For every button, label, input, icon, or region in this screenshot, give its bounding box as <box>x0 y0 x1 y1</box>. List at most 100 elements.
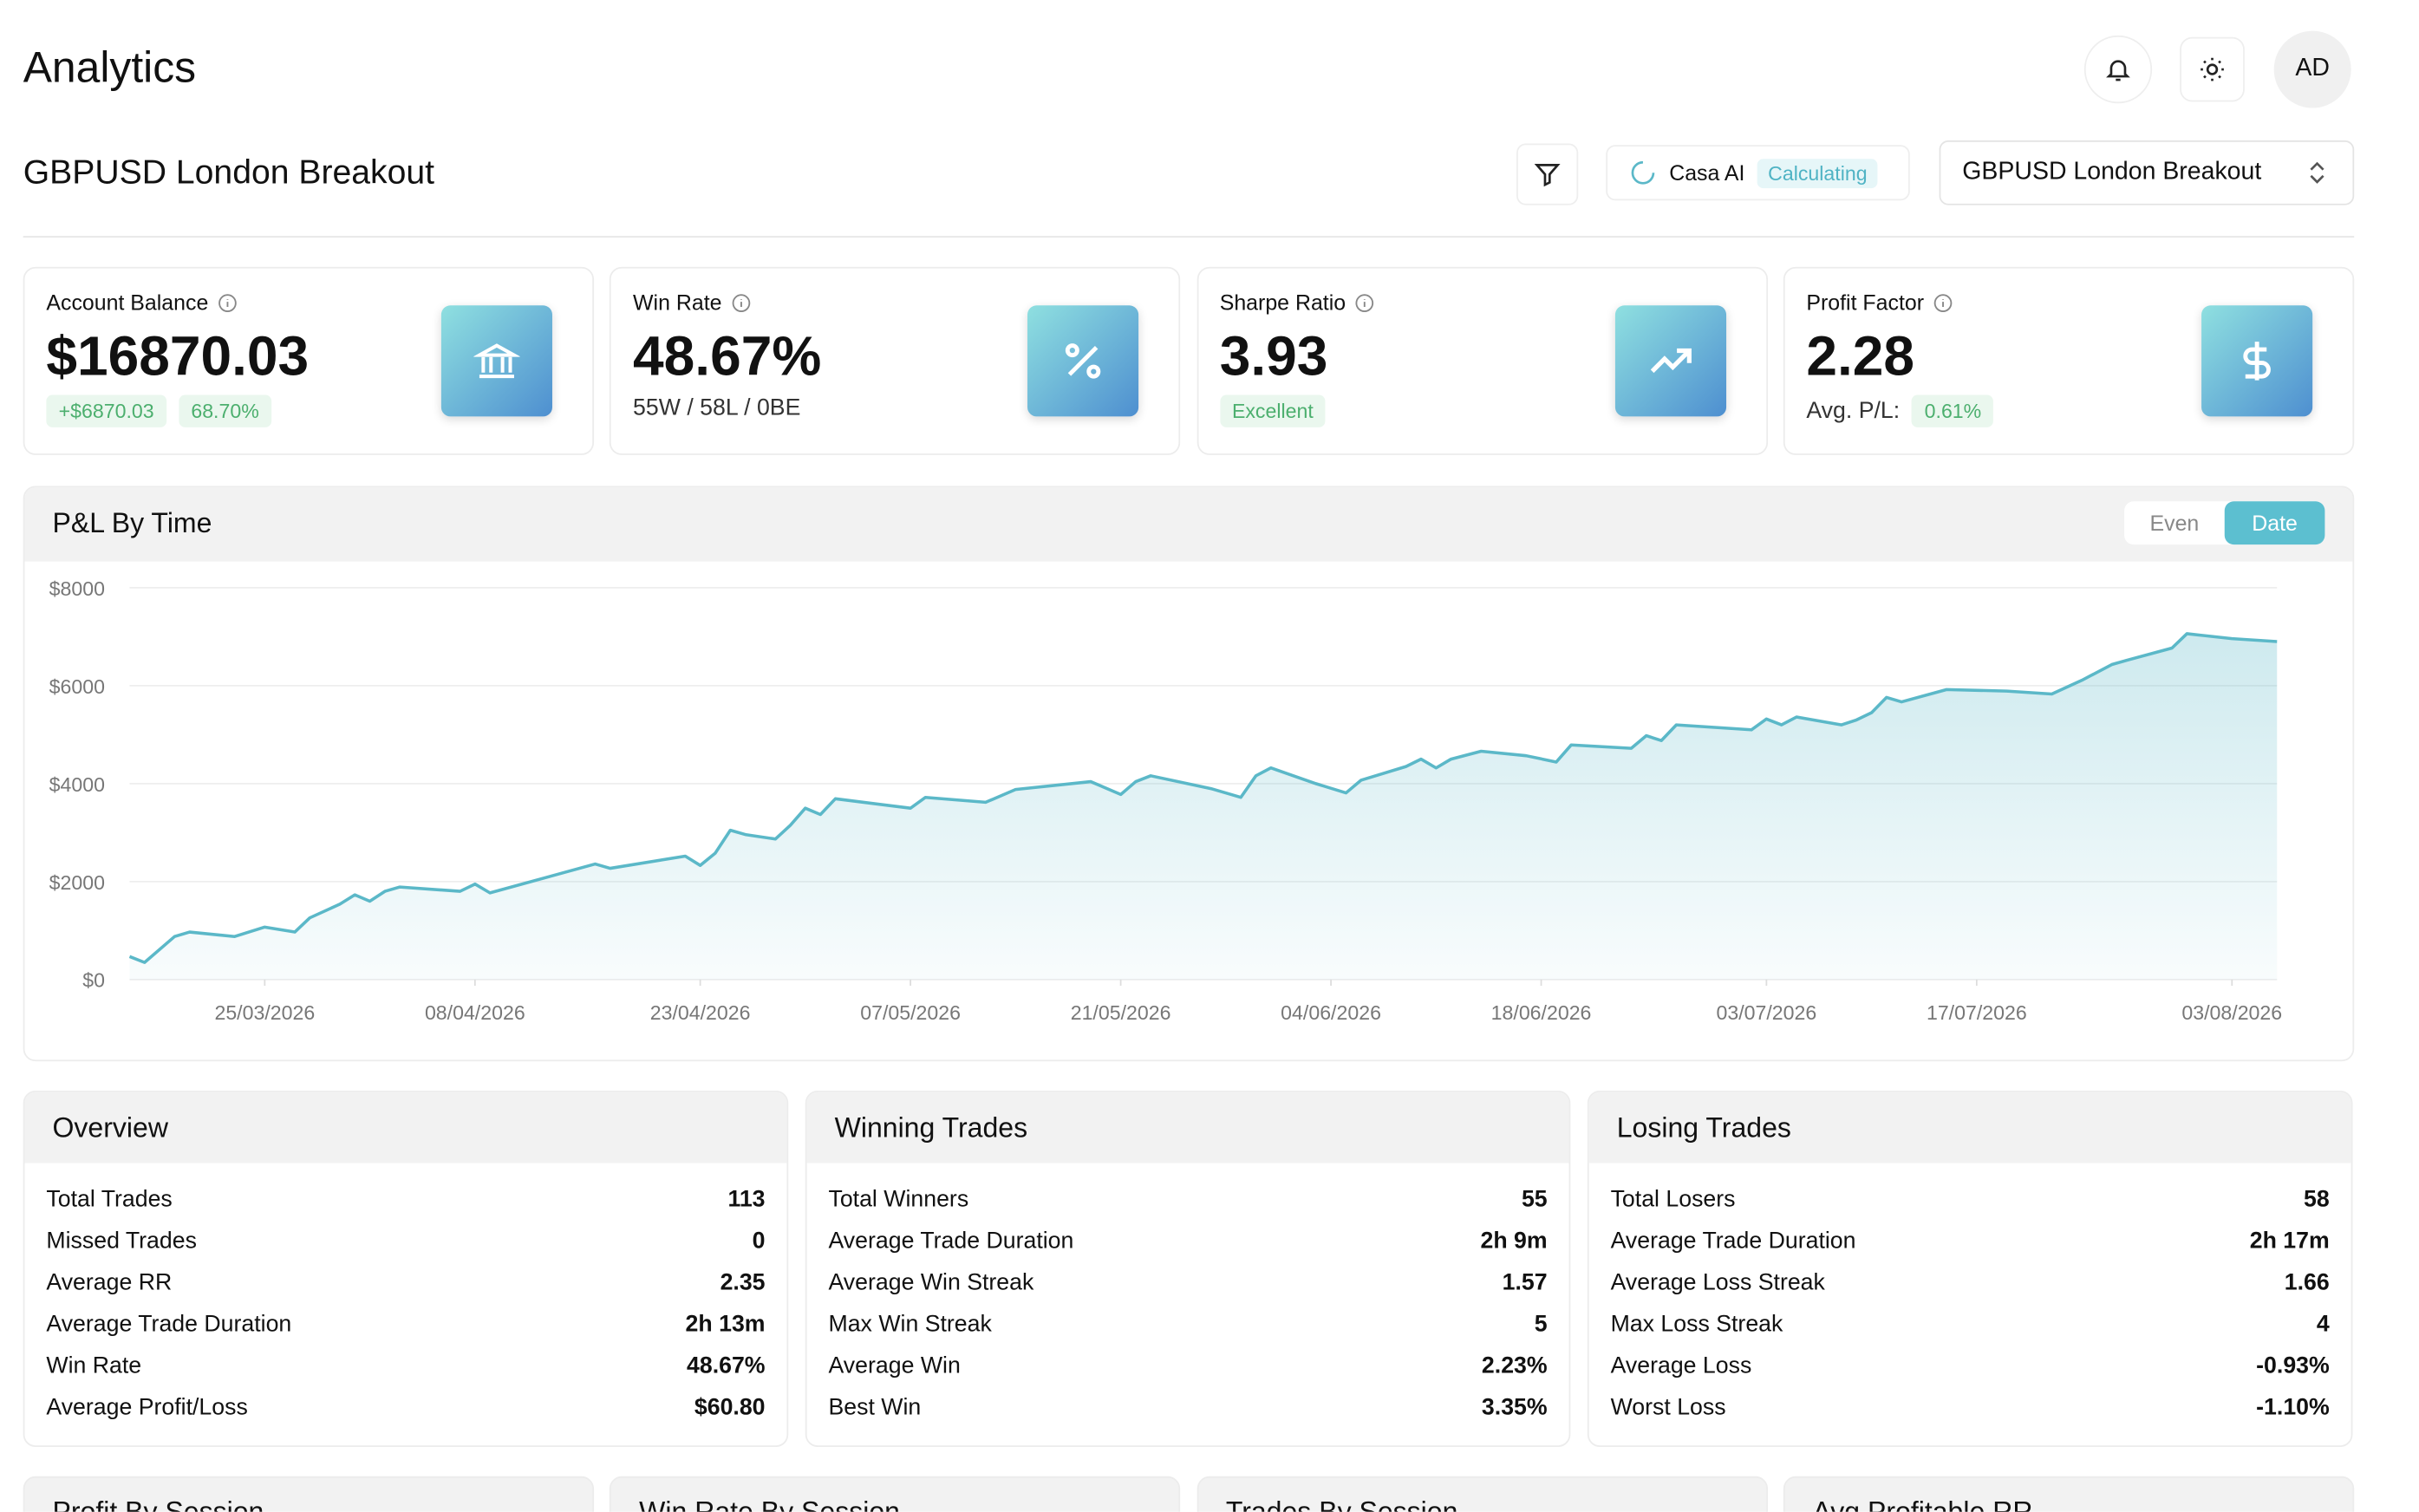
x-tick-label: 23/04/2026 <box>650 1001 751 1024</box>
stat-row: Total Losers 58 <box>1611 1186 2330 1212</box>
chart-card: P&L By Time Even Date $0 $2000 $4000 $6000 $… <box>23 486 2355 1062</box>
stat-value: 2h 9m <box>1480 1228 1548 1255</box>
card-sub: 55W / 58L / 0BE <box>633 394 801 421</box>
stat-label: Average Trade Duration <box>46 1311 292 1338</box>
y-tick-label: $6000 <box>49 675 105 698</box>
stat-row: Worst Loss -1.10% <box>1611 1394 2330 1420</box>
card-label-text: Account Balance <box>46 290 209 315</box>
card-label: Sharpe Ratio <box>1220 290 1375 315</box>
card-label-text: Profit Factor <box>1806 290 1925 315</box>
stat-row: Missed Trades 0 <box>46 1228 765 1254</box>
x-tick-label: 04/06/2026 <box>1281 1001 1381 1024</box>
y-tick-label: $8000 <box>49 577 105 600</box>
pnl-area <box>129 633 2278 980</box>
ai-label: Casa AI <box>1669 160 1745 186</box>
stat-value: 1.66 <box>2284 1269 2330 1296</box>
card-footer: 55W / 58L / 0BE <box>633 395 800 421</box>
stat-label: Average Trade Duration <box>1610 1228 1856 1255</box>
stat-label: Average Loss <box>1610 1352 1752 1379</box>
card-label-text: Win Rate <box>633 290 722 315</box>
bell-button[interactable] <box>2083 35 2153 104</box>
x-tick-label: 03/08/2026 <box>2181 1001 2282 1024</box>
stat-value: 58 <box>2304 1186 2330 1213</box>
stat-row: Max Loss Streak 4 <box>1611 1311 2330 1337</box>
stat-value: 4 <box>2316 1311 2330 1338</box>
x-tick-label: 21/05/2026 <box>1071 1001 1171 1024</box>
stat-row: Average Profit/Loss $60.80 <box>46 1394 765 1420</box>
badge: 0.61% <box>1912 394 1994 427</box>
y-tick-label: $4000 <box>49 773 105 796</box>
stat-label: Best Win <box>828 1394 922 1421</box>
stat-value: 3.35% <box>1481 1394 1548 1421</box>
card-value: 48.67% <box>633 323 822 388</box>
card-value: 3.93 <box>1219 323 1328 388</box>
stat-row: Average Win Streak 1.57 <box>828 1269 1547 1295</box>
stat-label: Average RR <box>46 1269 173 1296</box>
badge: 68.70% <box>179 394 272 427</box>
stat-label: Worst Loss <box>1610 1394 1726 1421</box>
stat-label: Average Profit/Loss <box>46 1394 248 1421</box>
badge: Excellent <box>1219 394 1327 427</box>
card-label: Win Rate <box>633 290 751 315</box>
stat-row: Best Win 3.35% <box>828 1394 1547 1420</box>
x-tick-label: 08/04/2026 <box>425 1001 525 1024</box>
panel-title: Overview <box>24 1092 787 1163</box>
card-value: $16870.03 <box>46 323 310 388</box>
stat-card: Sharpe Ratio 3.93 Excellent <box>1196 266 1768 455</box>
filter-button[interactable] <box>1516 143 1579 205</box>
stat-label: Total Winners <box>828 1186 969 1213</box>
divider <box>23 236 2355 238</box>
avatar[interactable]: AD <box>2273 30 2351 108</box>
stat-value: 1.57 <box>1502 1269 1548 1296</box>
stat-row: Win Rate 48.67% <box>46 1352 765 1378</box>
card-icon <box>1027 305 1139 417</box>
stat-value: 55 <box>1521 1186 1548 1213</box>
toggle-even[interactable]: Even <box>2149 510 2200 536</box>
stat-value: 2.23% <box>1481 1352 1548 1379</box>
panel-title: Winning Trades <box>806 1092 1569 1163</box>
stat-row: Average Trade Duration 2h 9m <box>828 1228 1547 1254</box>
stat-label: Max Loss Streak <box>1610 1311 1783 1338</box>
chart-header <box>24 487 2353 562</box>
stat-value: -1.10% <box>2256 1394 2330 1421</box>
ai-status-badge: Calculating <box>1757 158 1879 188</box>
stat-label: Win Rate <box>46 1352 142 1379</box>
strategy-title: GBPUSD London Breakout <box>23 153 435 192</box>
stats-panel: Winning Trades Total Winners 55 Average Tra… <box>805 1090 1571 1447</box>
stat-label: Average Trade Duration <box>828 1228 1074 1255</box>
chart-title: P&L By Time <box>52 507 212 538</box>
pnl-chart: $0 $2000 $4000 $6000 $8000 25/03/2026 08/04/20… <box>49 577 2282 1024</box>
stat-label: Total Trades <box>46 1186 173 1213</box>
stat-value: 0 <box>752 1228 766 1255</box>
page-title: Analytics <box>23 42 197 91</box>
panel-title: Trades By Session <box>1196 1476 1768 1512</box>
panel-title: Losing Trades <box>1588 1092 2351 1163</box>
stat-label: Missed Trades <box>46 1228 197 1255</box>
y-tick-label: $2000 <box>49 871 105 894</box>
card-footer: +$6870.03 68.70% <box>46 394 272 427</box>
stats-panel: Overview Total Trades 113 Missed Trades 0 Ave… <box>23 1090 789 1447</box>
stat-row: Average Win 2.23% <box>828 1352 1547 1378</box>
stat-value: $60.80 <box>694 1394 766 1421</box>
stat-value: 2h 13m <box>685 1311 766 1338</box>
strategy-select[interactable]: GBPUSD London Breakout <box>1939 140 2355 205</box>
stat-row: Total Winners 55 <box>828 1186 1547 1212</box>
stat-label: Average Win Streak <box>828 1269 1034 1296</box>
stat-row: Average Loss -0.93% <box>1611 1352 2330 1378</box>
y-tick-label: $0 <box>82 969 105 992</box>
stat-row: Average Loss Streak 1.66 <box>1611 1269 2330 1295</box>
card-value: 2.28 <box>1806 323 1915 388</box>
card-label: Profit Factor <box>1806 290 1953 315</box>
theme-button[interactable] <box>2180 36 2245 102</box>
stat-row: Average RR 2.35 <box>46 1269 765 1295</box>
panel-title: Win Rate By Session <box>610 1476 1181 1512</box>
stat-row: Average Trade Duration 2h 13m <box>46 1311 765 1337</box>
toggle-date[interactable]: Date <box>2224 501 2325 545</box>
ai-status: Casa AI Calculating <box>1606 145 1910 201</box>
stat-row: Max Win Streak 5 <box>828 1311 1547 1337</box>
card-footer: Excellent <box>1219 394 1327 427</box>
stat-label: Max Win Streak <box>828 1311 992 1338</box>
card-icon <box>1614 305 1726 417</box>
